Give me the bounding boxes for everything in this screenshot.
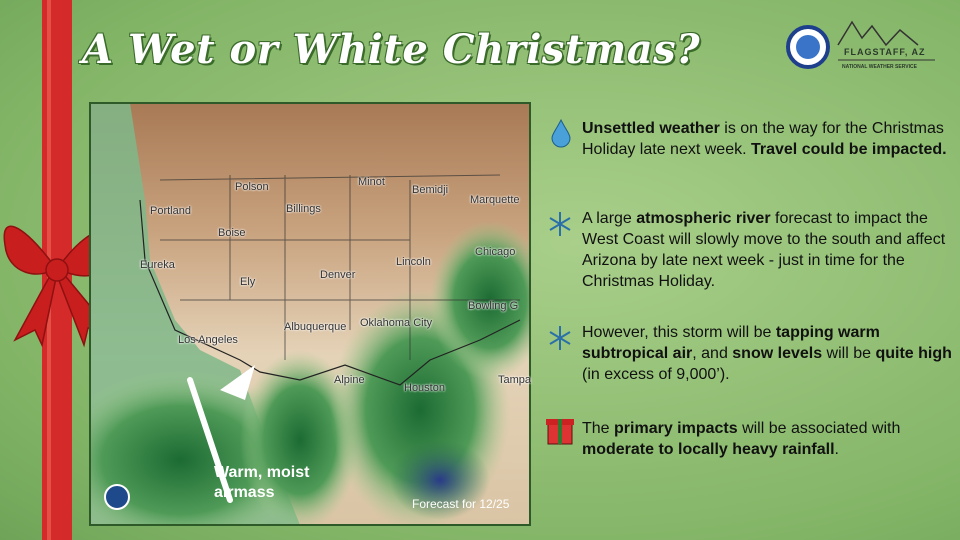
bullet: Unsettled weather is on the way for the …: [582, 118, 952, 160]
city-label: Oklahoma City: [360, 317, 433, 329]
city-label: Albuquerque: [284, 321, 347, 333]
city-label: Houston: [404, 382, 445, 394]
city-label: Billings: [286, 203, 321, 215]
drop-icon: [551, 118, 571, 148]
bold-text: quite high: [875, 345, 952, 362]
bold-text: Unsettled weather: [582, 120, 720, 137]
city-label: Boise: [218, 227, 246, 239]
bold-text: tapping warm subtropical air: [582, 324, 880, 362]
map-annotation: Warm, moist airmass: [214, 464, 310, 501]
text: .: [834, 441, 839, 458]
text: is on the way for the Christmas Holiday …: [582, 120, 944, 158]
bullet: A large atmospheric river forecast to im…: [582, 208, 952, 292]
text: will be associated with: [737, 420, 901, 437]
map-footer: Forecast for 12/25: [412, 497, 510, 511]
text: will be: [822, 345, 876, 362]
city-label: Polson: [235, 181, 269, 193]
title: A Wet or White Christmas?: [82, 26, 701, 73]
bold-text: snow levels: [732, 345, 823, 362]
snowflake-icon: [549, 212, 571, 236]
bold-text: atmospheric river: [636, 210, 771, 227]
text: (in excess of 9,000’).: [582, 366, 730, 383]
text: A large: [582, 210, 637, 227]
city-label: Eureka: [140, 259, 175, 271]
text: The: [582, 420, 615, 437]
city-label: Tampa: [498, 374, 532, 386]
text: forecast to impact the West Coast will s…: [582, 210, 946, 290]
arrow: [187, 377, 233, 503]
bullet: However, this storm will be tapping warm…: [582, 322, 952, 385]
text: However, this storm will be: [582, 324, 776, 341]
city-label: Denver: [320, 269, 356, 281]
logo-office: FLAGSTAFF, AZ: [844, 47, 926, 57]
city-label: Los Angeles: [178, 334, 238, 346]
city-label: Lincoln: [396, 256, 431, 268]
city-label: Alpine: [334, 374, 365, 386]
city-label: Minot: [358, 176, 385, 188]
city-label: Portland: [150, 205, 191, 217]
city-label: Chicago: [475, 246, 516, 258]
bullet: The primary impacts will be associated w…: [582, 418, 952, 460]
city-label: Ely: [240, 276, 256, 288]
bold-text: moderate to locally heavy rainfall: [582, 441, 835, 458]
bold-text: primary impacts: [614, 420, 738, 437]
logo-agency: NATIONAL WEATHER SERVICE: [842, 64, 917, 70]
snowflake-icon: [549, 326, 571, 350]
forecast-map: [90, 103, 530, 525]
city-label: Bowling G: [468, 300, 519, 312]
city-label: Marquette: [470, 194, 520, 206]
text: , and: [692, 345, 733, 362]
city-label: Bemidji: [412, 184, 449, 196]
gift-icon: [546, 419, 574, 445]
bold-text: Travel could be impacted.: [750, 141, 947, 158]
